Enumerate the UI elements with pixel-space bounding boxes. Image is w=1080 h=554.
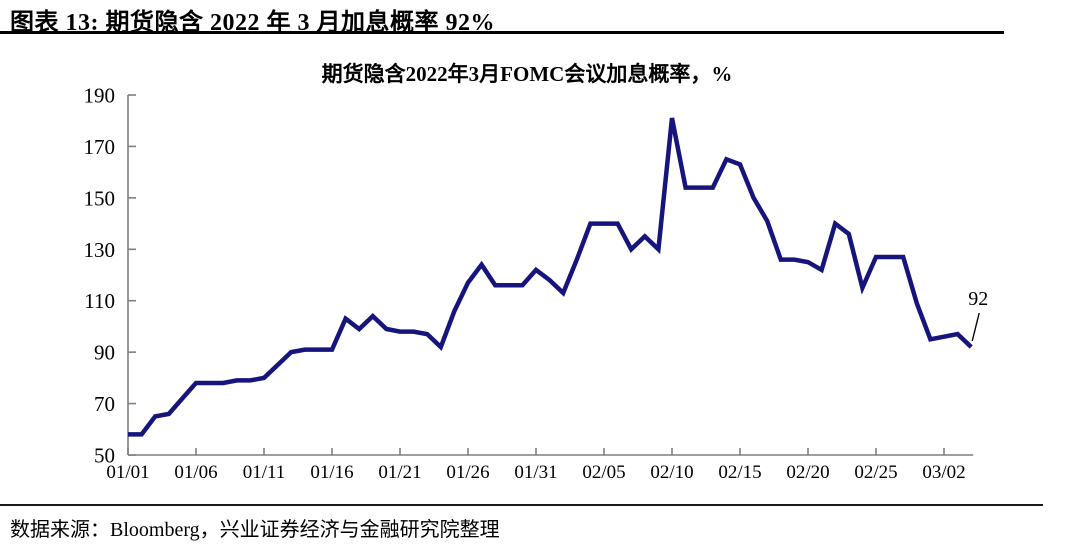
x-tick-label: 02/15 [718,462,761,483]
x-tick-label: 01/16 [310,462,353,483]
data-source-note: 数据来源：Bloomberg，兴业证券经济与金融研究院整理 [10,519,500,541]
x-tick-label: 01/11 [243,462,286,483]
annotation-leader-line [971,312,980,342]
x-tick-label: 02/05 [582,462,625,483]
y-tick-label: 170 [84,135,116,159]
x-tick-label: 01/26 [446,462,489,483]
y-tick-label: 190 [84,84,116,108]
x-tick-label: 01/31 [514,462,557,483]
y-tick-label: 150 [84,186,116,210]
series-line [128,117,973,437]
y-tick-label: 110 [84,289,115,313]
y-tick-label: 50 [94,444,115,468]
x-tick-label: 01/01 [106,462,149,483]
footer-rule [0,504,1043,506]
x-tick-label: 02/25 [854,462,897,483]
y-tick-label: 70 [94,392,115,416]
x-tick-label: 03/02 [922,462,965,483]
x-tick-label: 02/20 [786,462,829,483]
annotation-label: 92 [968,288,988,310]
y-tick-label: 90 [94,341,115,365]
y-tick-label: 130 [84,238,116,262]
header-underline [0,31,1004,34]
chart-title: 期货隐含2022年3月FOMC会议加息概率，% [322,62,733,86]
x-tick-label: 01/21 [378,462,421,483]
x-tick-label: 01/06 [174,462,217,483]
x-tick-label: 02/10 [650,462,693,483]
